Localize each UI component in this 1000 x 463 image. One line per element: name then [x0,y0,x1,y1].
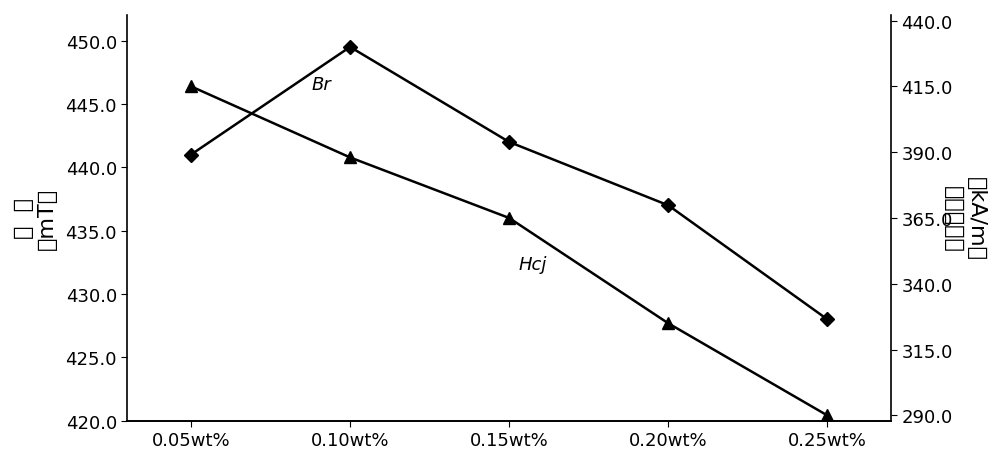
Y-axis label: 剩  磁
（mT）: 剩 磁 （mT） [14,188,57,250]
Text: Hcj: Hcj [519,255,547,273]
Text: Br: Br [312,75,332,94]
Y-axis label: （kA/m）
内禳矫顽力: （kA/m） 内禳矫顽力 [943,176,986,260]
